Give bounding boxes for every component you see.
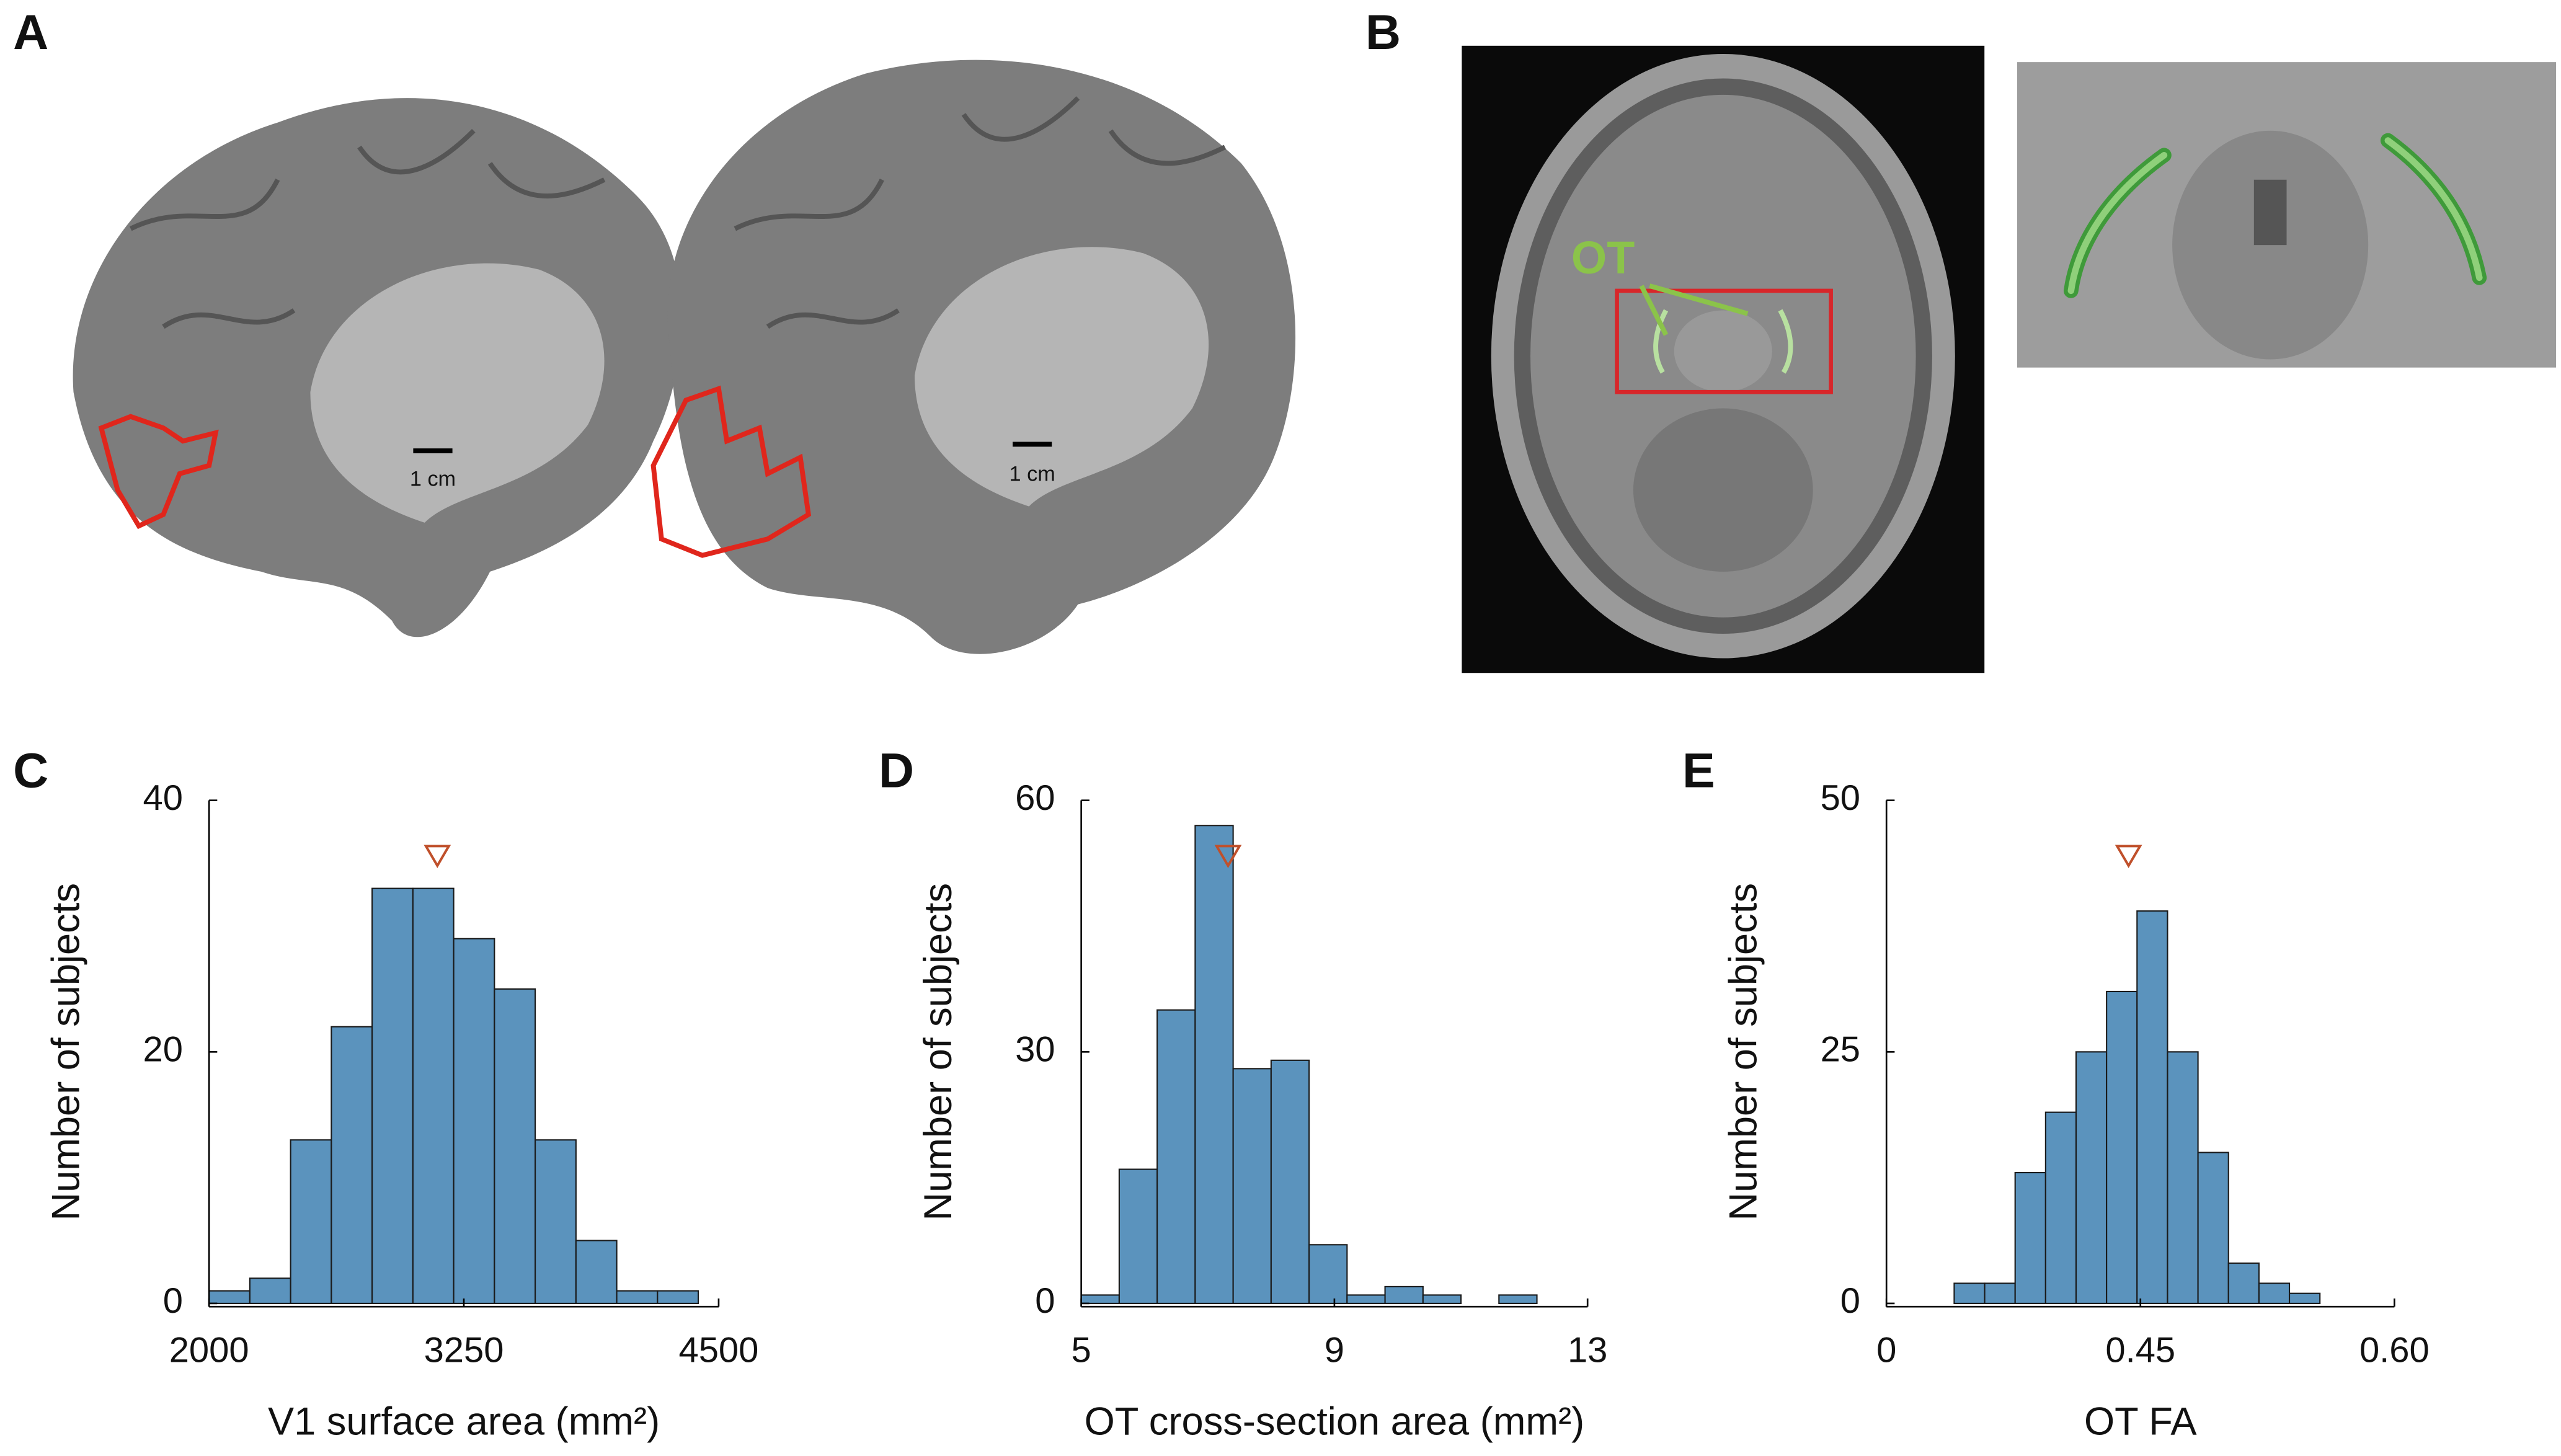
x-tick-label: 0.60 <box>2359 1330 2430 1370</box>
y-axis-label: Number of subjects <box>917 883 960 1220</box>
x-axis-label: OT FA <box>2084 1400 2197 1444</box>
mri-zoom <box>2017 62 2557 368</box>
histogram-bar <box>494 988 536 1304</box>
histogram-bar <box>331 1026 373 1304</box>
panel-label: D <box>879 742 914 797</box>
histogram-bar <box>1270 1059 1310 1304</box>
histogram-bar <box>2106 990 2138 1304</box>
panel-label: A <box>13 4 48 60</box>
panel-label: E <box>1682 742 1715 797</box>
histogram-bar <box>1118 1168 1158 1304</box>
histogram-bar <box>1194 825 1234 1304</box>
histogram-bar <box>412 887 455 1304</box>
histogram-bar <box>657 1290 699 1304</box>
y-tick-label: 0 <box>1035 1281 1055 1321</box>
scale-label: 1 cm <box>410 467 456 491</box>
histogram-bar <box>575 1240 618 1304</box>
histogram-bar <box>249 1277 291 1304</box>
y-tick-label: 40 <box>143 778 183 818</box>
x-tick-label: 4500 <box>678 1330 758 1370</box>
y-tick-label: 0 <box>1840 1281 1860 1321</box>
y-tick-label: 25 <box>1821 1030 1860 1070</box>
histogram-bar <box>1080 1294 1120 1304</box>
histogram-bar <box>2227 1262 2260 1304</box>
histogram-bar <box>1346 1294 1386 1304</box>
histogram-bar <box>2044 1111 2077 1304</box>
histogram-bar <box>1232 1068 1272 1304</box>
histogram-bar <box>1984 1282 2016 1304</box>
tract-label: OT <box>1571 232 1635 283</box>
x-tick-label: 0 <box>1876 1330 1896 1370</box>
histogram-bar <box>2197 1152 2229 1304</box>
histogram-bar <box>1422 1294 1462 1304</box>
histogram-bar <box>1498 1294 1538 1304</box>
histogram-bar <box>1308 1244 1348 1304</box>
x-tick-label: 9 <box>1325 1330 1344 1370</box>
x-tick-label: 2000 <box>169 1330 249 1370</box>
histogram-bar <box>2167 1051 2199 1304</box>
x-tick-label: 5 <box>1072 1330 1091 1370</box>
mri-axial <box>1462 45 1985 673</box>
y-axis-label: Number of subjects <box>44 883 87 1220</box>
y-axis-label: Number of subjects <box>1721 883 1765 1220</box>
histogram-bar <box>208 1290 251 1304</box>
panel-label: B <box>1365 4 1401 60</box>
y-tick-label: 20 <box>143 1030 183 1070</box>
histogram-bar <box>371 887 414 1304</box>
mean-marker <box>1214 845 1242 868</box>
histogram-bar <box>2288 1292 2321 1304</box>
y-tick-label: 30 <box>1015 1030 1055 1070</box>
histogram-bar <box>535 1139 577 1304</box>
scale-label: 1 cm <box>1010 463 1055 486</box>
histogram-bar <box>2075 1051 2108 1304</box>
x-tick-label: 0.45 <box>2105 1330 2175 1370</box>
histogram-bar <box>1384 1285 1424 1304</box>
x-axis-label: V1 surface area (mm²) <box>268 1400 660 1444</box>
y-tick-label: 60 <box>1015 778 1055 818</box>
histogram-bar <box>453 938 495 1304</box>
histogram-bar <box>1953 1282 1986 1304</box>
histogram-bar <box>2136 910 2168 1304</box>
x-tick-label: 13 <box>1568 1330 1607 1370</box>
panel-label: C <box>13 742 48 797</box>
y-tick-label: 50 <box>1821 778 1860 818</box>
x-axis-label: OT cross-section area (mm²) <box>1085 1400 1585 1444</box>
histogram-bar <box>1156 1009 1196 1304</box>
mean-marker <box>424 845 451 868</box>
histogram-bar <box>616 1290 659 1304</box>
x-tick-label: 3250 <box>424 1330 504 1370</box>
histogram-bar <box>2258 1282 2291 1304</box>
mean-marker <box>2115 845 2142 868</box>
y-tick-label: 0 <box>163 1281 183 1321</box>
histogram-bar <box>290 1139 332 1304</box>
histogram-bar <box>2014 1171 2046 1304</box>
brain-surfaces <box>73 60 1296 654</box>
